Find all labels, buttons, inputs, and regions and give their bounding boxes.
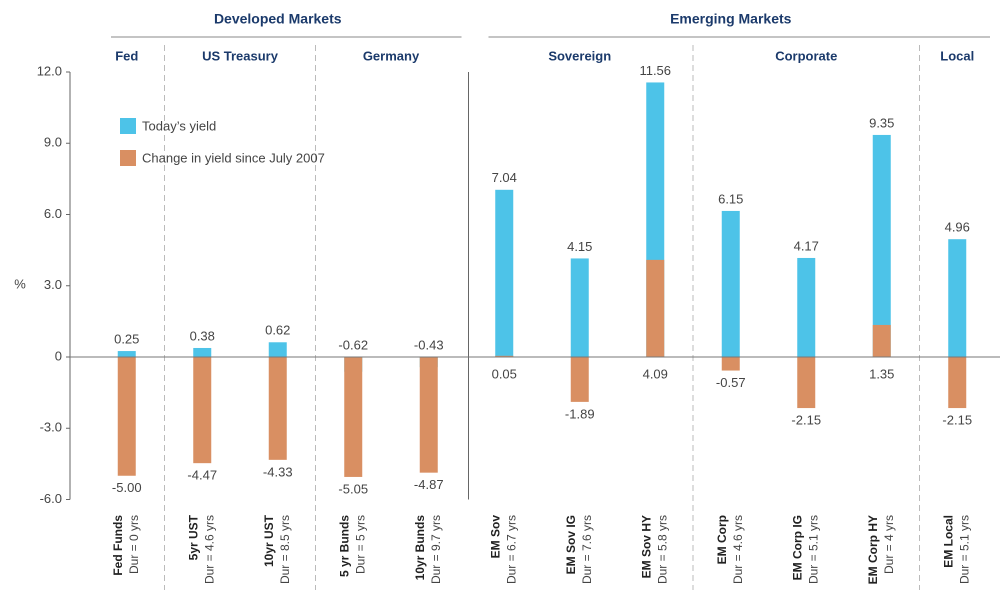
value-label: -1.89 — [565, 406, 595, 421]
x-tick-label: Fed Funds — [111, 515, 125, 576]
value-label: -5.00 — [112, 480, 142, 495]
bar — [193, 347, 212, 357]
subgroup-header: Fed — [115, 48, 138, 63]
bar — [797, 257, 816, 357]
bar — [344, 357, 363, 477]
value-label: 4.96 — [945, 220, 970, 235]
x-tick-label: EM Corp IG — [790, 515, 804, 580]
x-tick-sublabel: Dur = 5.8 yrs — [655, 515, 669, 584]
subgroup-header: Sovereign — [548, 48, 611, 63]
group-header: Developed Markets — [214, 11, 342, 27]
x-tick-label: 10yr Bunds — [413, 515, 427, 581]
y-tick-label: 0 — [55, 348, 62, 363]
x-tick-sublabel: Dur = 0 yrs — [127, 515, 141, 574]
value-label: 0.38 — [190, 328, 215, 343]
x-tick-sublabel: Dur = 5.1 yrs — [957, 515, 971, 584]
value-label: 9.35 — [869, 115, 894, 130]
x-tick-sublabel: Dur = 4.6 yrs — [202, 515, 216, 584]
legend-swatch — [120, 150, 136, 166]
value-label: -4.87 — [414, 477, 444, 492]
subgroup-header: Corporate — [775, 48, 837, 63]
bar — [495, 355, 514, 357]
x-tick-label: 5yr UST — [186, 514, 200, 560]
value-label: -0.43 — [414, 337, 444, 352]
x-tick-label: EM Corp HY — [866, 515, 880, 584]
subgroup-header: Germany — [363, 48, 420, 63]
bar — [117, 351, 136, 357]
y-axis-label: % — [14, 276, 26, 291]
value-label: 1.35 — [869, 366, 894, 381]
value-label: 4.17 — [794, 238, 819, 253]
x-tick-label: EM Sov — [488, 515, 502, 559]
y-tick-label: 9.0 — [44, 135, 62, 150]
bar — [797, 357, 816, 409]
bar — [872, 134, 891, 357]
legend-label: Today’s yield — [142, 118, 216, 133]
bar — [193, 357, 212, 464]
x-tick-label: 10yr UST — [262, 514, 276, 567]
x-tick-label: EM Sov IG — [564, 515, 578, 574]
bar — [117, 357, 136, 476]
bar — [721, 357, 740, 371]
group-header: Emerging Markets — [670, 11, 792, 27]
subgroup-header: Local — [940, 48, 974, 63]
x-tick-label: EM Local — [941, 515, 955, 568]
legend-swatch — [120, 118, 136, 134]
value-label: 0.25 — [114, 332, 139, 347]
bar — [872, 324, 891, 357]
x-tick-sublabel: Dur = 8.5 yrs — [278, 515, 292, 584]
bar — [495, 189, 514, 357]
y-tick-label: 3.0 — [44, 277, 62, 292]
y-tick-label: -3.0 — [40, 420, 62, 435]
bar — [268, 342, 287, 357]
x-tick-sublabel: Dur = 4 yrs — [882, 515, 896, 574]
bar — [570, 258, 589, 357]
x-tick-sublabel: Dur = 6.7 yrs — [504, 515, 518, 584]
value-label: 6.15 — [718, 191, 743, 206]
x-tick-label: EM Sov HY — [639, 515, 653, 578]
y-tick-label: 6.0 — [44, 206, 62, 221]
value-label: -0.62 — [338, 337, 368, 352]
value-label: 11.56 — [639, 63, 671, 78]
value-label: 7.04 — [492, 170, 517, 185]
legend-label: Change in yield since July 2007 — [142, 150, 325, 165]
bar — [419, 357, 438, 473]
y-tick-label: -6.0 — [40, 491, 62, 506]
bar — [721, 210, 740, 357]
value-label: -5.05 — [338, 481, 368, 496]
value-label: -0.57 — [716, 375, 746, 390]
y-tick-label: 12.0 — [37, 63, 62, 78]
x-tick-sublabel: Dur = 5.1 yrs — [806, 515, 820, 584]
value-label: 0.62 — [265, 323, 290, 338]
bar — [948, 357, 967, 409]
x-tick-sublabel: Dur = 9.7 yrs — [429, 515, 443, 584]
bar — [646, 259, 665, 357]
value-label: 0.05 — [492, 366, 517, 381]
x-tick-sublabel: Dur = 4.6 yrs — [731, 515, 745, 584]
value-label: -4.47 — [187, 468, 217, 483]
x-tick-label: 5 yr Bunds — [337, 515, 351, 577]
bar — [268, 357, 287, 460]
bar — [570, 357, 589, 402]
subgroup-header: US Treasury — [202, 48, 279, 63]
value-label: 4.15 — [567, 239, 592, 254]
x-tick-label: EM Corp — [715, 515, 729, 564]
value-label: -4.33 — [263, 464, 293, 479]
value-label: 4.09 — [643, 366, 668, 381]
x-tick-sublabel: Dur = 7.6 yrs — [580, 515, 594, 584]
x-tick-sublabel: Dur = 5 yrs — [353, 515, 367, 574]
bar — [948, 239, 967, 357]
value-label: -2.15 — [791, 413, 821, 428]
value-label: -2.15 — [942, 413, 972, 428]
